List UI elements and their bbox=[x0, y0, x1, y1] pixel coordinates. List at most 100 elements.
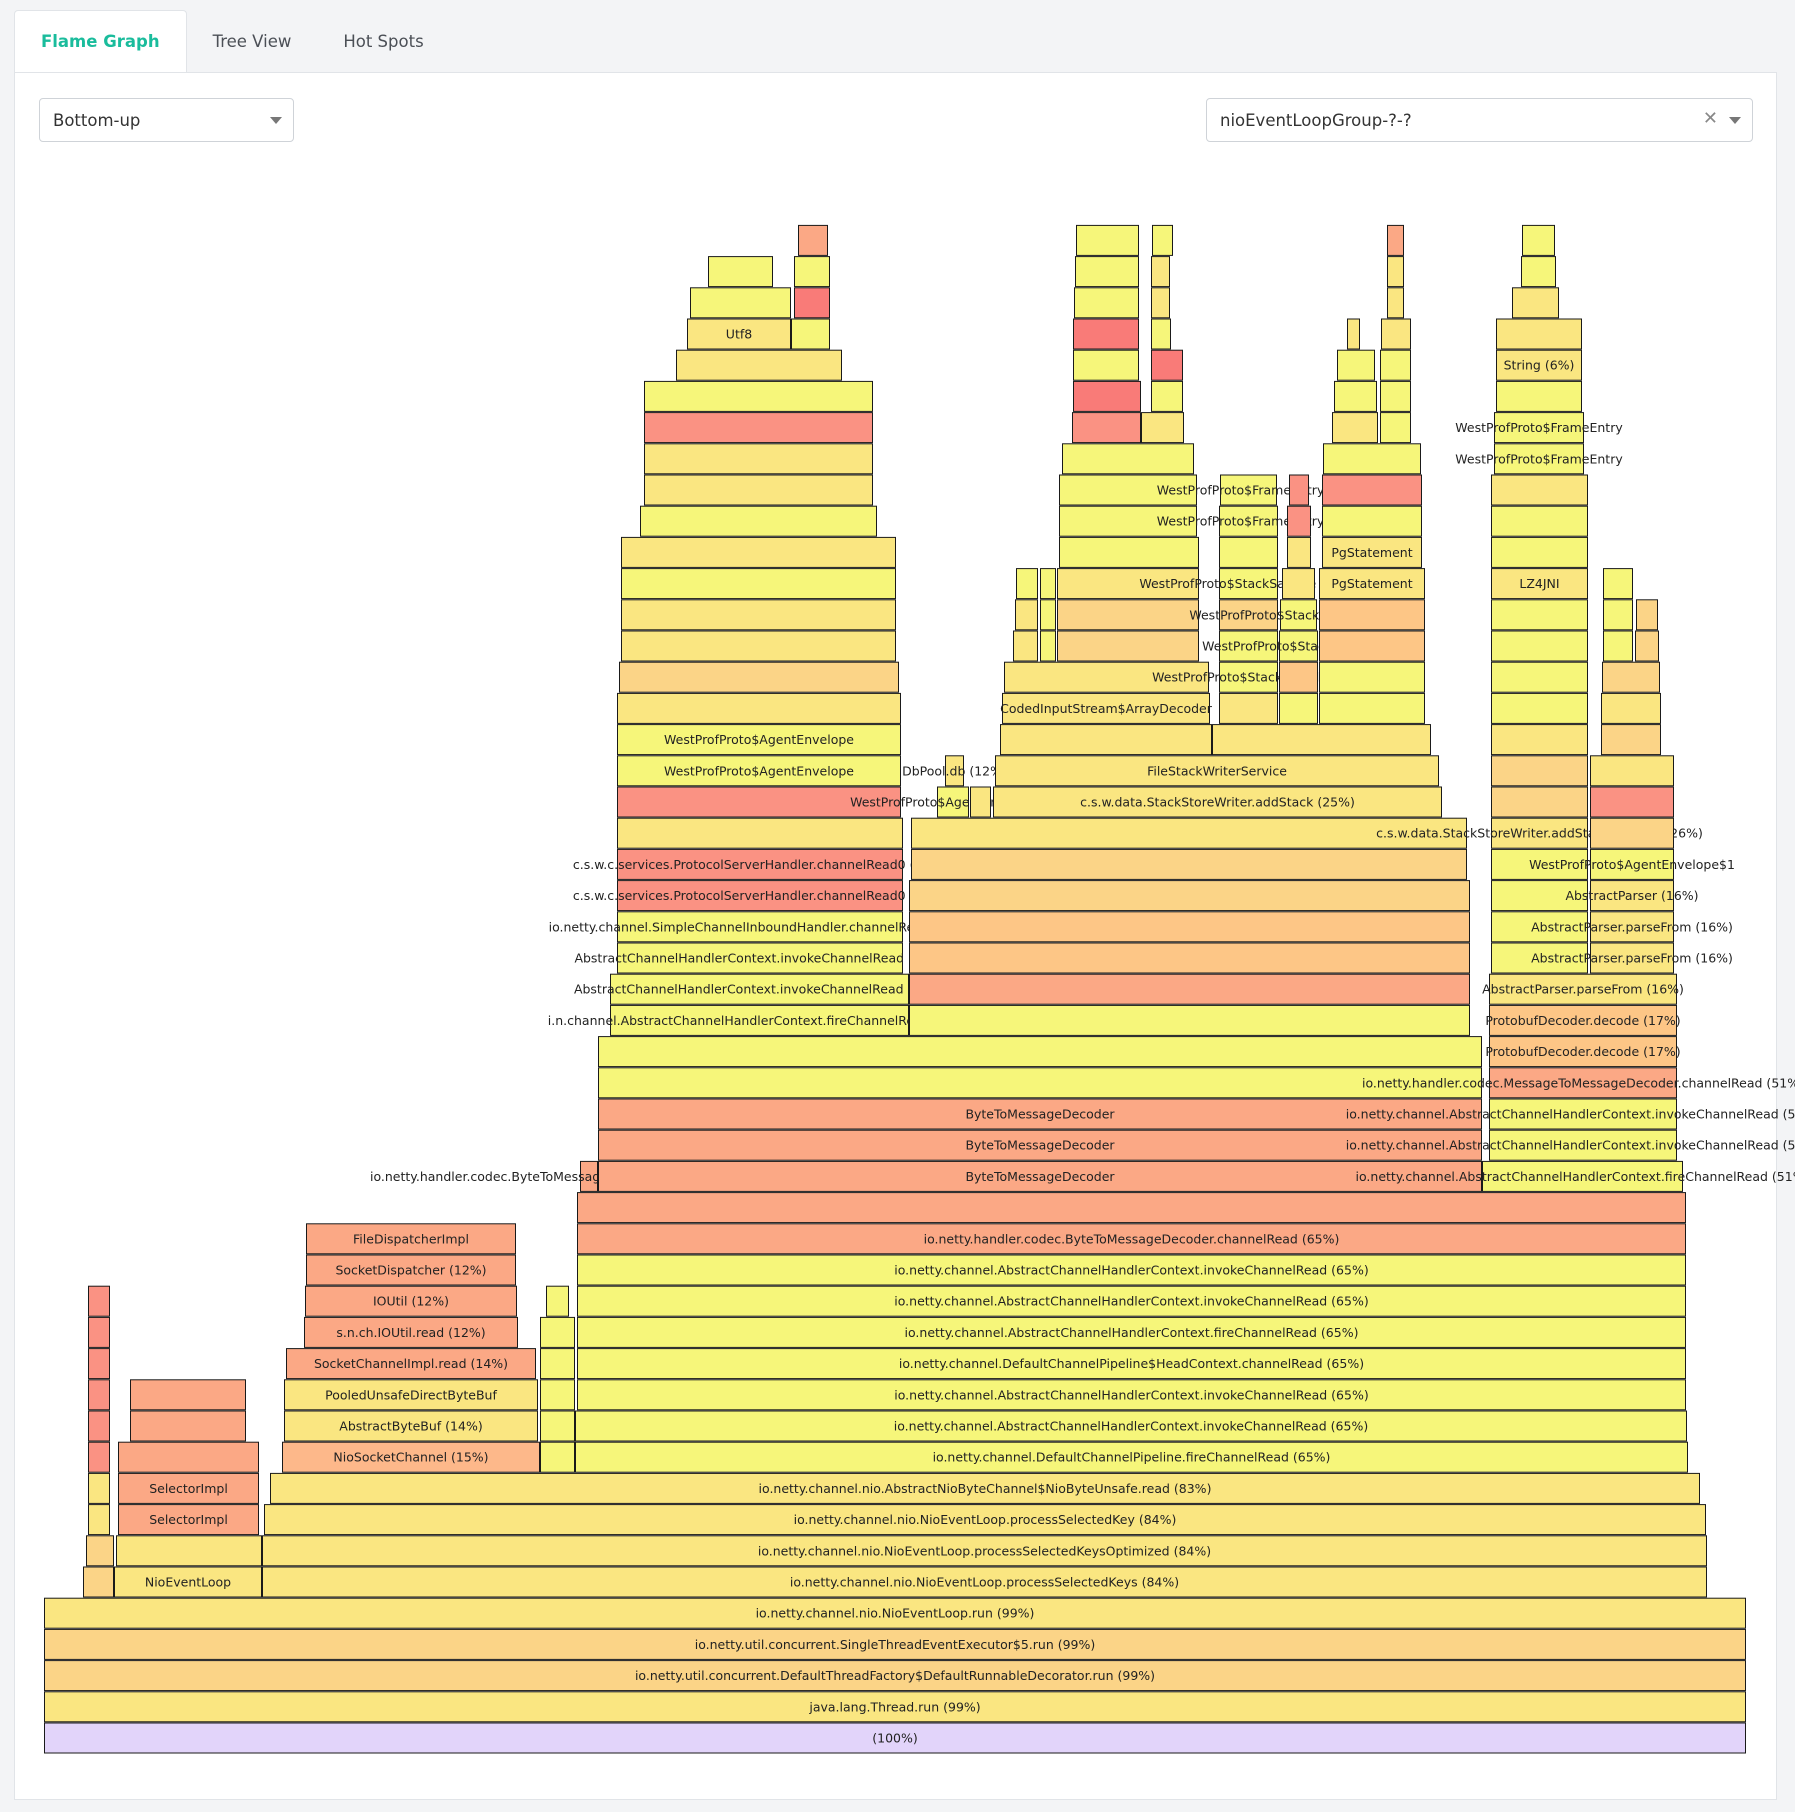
flame-frame[interactable] bbox=[1387, 256, 1404, 288]
flame-frame[interactable] bbox=[1602, 661, 1660, 693]
flame-frame[interactable] bbox=[617, 692, 901, 724]
flame-frame[interactable] bbox=[1319, 661, 1425, 693]
flame-frame[interactable] bbox=[687, 318, 791, 350]
flame-frame[interactable] bbox=[1219, 599, 1278, 631]
flame-frame[interactable] bbox=[617, 848, 903, 880]
flame-frame[interactable] bbox=[1073, 349, 1139, 381]
flame-frame[interactable] bbox=[577, 1316, 1686, 1348]
flame-frame[interactable] bbox=[621, 599, 896, 631]
flame-frame[interactable] bbox=[1381, 318, 1411, 350]
flame-frame[interactable] bbox=[1334, 380, 1377, 412]
flame-frame[interactable] bbox=[1016, 568, 1038, 600]
flame-frame[interactable] bbox=[1319, 630, 1425, 662]
flame-frame[interactable] bbox=[1057, 599, 1199, 631]
flame-frame[interactable] bbox=[1220, 474, 1277, 506]
flame-frame[interactable] bbox=[1603, 599, 1633, 631]
chevron-down-icon[interactable] bbox=[270, 117, 282, 124]
flame-frame[interactable] bbox=[540, 1348, 575, 1380]
flame-frame[interactable] bbox=[118, 1441, 259, 1473]
flame-frame[interactable] bbox=[1491, 724, 1588, 756]
tab-hot-spots[interactable]: Hot Spots bbox=[343, 31, 424, 51]
thread-filter-select[interactable]: nioEventLoopGroup-?-? ✕ bbox=[1206, 98, 1753, 142]
flame-frame[interactable] bbox=[1601, 724, 1661, 756]
flame-frame[interactable] bbox=[116, 1535, 262, 1567]
flame-frame[interactable] bbox=[44, 1628, 1746, 1660]
flame-frame[interactable] bbox=[88, 1379, 110, 1411]
flame-frame[interactable] bbox=[598, 1067, 1482, 1099]
flame-frame[interactable] bbox=[130, 1410, 246, 1442]
flame-frame[interactable] bbox=[1322, 474, 1422, 506]
flame-frame[interactable] bbox=[1059, 536, 1199, 568]
flame-frame[interactable] bbox=[305, 1285, 517, 1317]
flame-frame[interactable] bbox=[1491, 474, 1588, 506]
flame-frame[interactable] bbox=[1590, 848, 1674, 880]
flame-frame[interactable] bbox=[1073, 380, 1141, 412]
flame-frame[interactable] bbox=[1491, 942, 1588, 974]
flame-frame[interactable] bbox=[1491, 505, 1588, 537]
flame-frame[interactable] bbox=[1151, 318, 1171, 350]
flame-frame[interactable] bbox=[598, 1129, 1482, 1161]
flame-frame[interactable] bbox=[970, 786, 991, 818]
flame-frame[interactable] bbox=[610, 973, 909, 1005]
flame-frame[interactable] bbox=[1387, 287, 1404, 319]
flame-frame[interactable] bbox=[791, 318, 830, 350]
flame-frame[interactable] bbox=[1040, 630, 1056, 662]
flame-frame[interactable] bbox=[1076, 224, 1139, 256]
flame-frame[interactable] bbox=[1059, 474, 1197, 506]
flame-frame[interactable] bbox=[1151, 349, 1183, 381]
flame-frame[interactable] bbox=[598, 1036, 1482, 1068]
flame-frame[interactable] bbox=[1279, 661, 1318, 693]
flame-frame[interactable] bbox=[617, 880, 903, 912]
flame-frame[interactable] bbox=[644, 474, 873, 506]
flame-frame[interactable] bbox=[306, 1223, 516, 1255]
flame-frame[interactable] bbox=[1319, 599, 1425, 631]
flame-frame[interactable] bbox=[540, 1316, 575, 1348]
flame-frame[interactable] bbox=[577, 1192, 1686, 1224]
flame-frame[interactable] bbox=[617, 755, 901, 787]
flame-frame[interactable] bbox=[88, 1316, 110, 1348]
flame-frame[interactable] bbox=[1319, 692, 1425, 724]
flame-frame[interactable] bbox=[644, 443, 873, 475]
flame-frame[interactable] bbox=[540, 1379, 575, 1411]
flame-frame[interactable] bbox=[676, 349, 842, 381]
flame-frame[interactable] bbox=[270, 1472, 1700, 1504]
flame-frame[interactable] bbox=[44, 1660, 1746, 1692]
flame-frame[interactable] bbox=[621, 568, 896, 600]
flame-frame[interactable] bbox=[1319, 568, 1425, 600]
flame-frame[interactable] bbox=[1636, 599, 1658, 631]
flame-frame[interactable] bbox=[1387, 224, 1404, 256]
flame-frame[interactable] bbox=[1279, 630, 1318, 662]
flame-frame[interactable] bbox=[114, 1566, 262, 1598]
flame-frame[interactable] bbox=[1590, 755, 1674, 787]
flame-frame[interactable] bbox=[1489, 973, 1677, 1005]
flame-frame[interactable] bbox=[617, 817, 903, 849]
flame-frame[interactable] bbox=[1282, 568, 1315, 600]
flame-frame[interactable] bbox=[1073, 318, 1139, 350]
flame-frame[interactable] bbox=[1491, 630, 1588, 662]
flame-frame[interactable] bbox=[546, 1285, 569, 1317]
flame-frame[interactable] bbox=[937, 786, 969, 818]
clear-icon[interactable]: ✕ bbox=[1702, 108, 1718, 129]
flame-frame[interactable] bbox=[282, 1441, 540, 1473]
flame-frame[interactable] bbox=[1152, 224, 1173, 256]
flame-frame[interactable] bbox=[798, 224, 828, 256]
flame-frame[interactable] bbox=[577, 1254, 1686, 1286]
flame-frame[interactable] bbox=[619, 661, 899, 693]
flame-frame[interactable] bbox=[909, 973, 1470, 1005]
flame-frame[interactable] bbox=[264, 1504, 1706, 1536]
flame-frame[interactable] bbox=[909, 942, 1470, 974]
flame-frame[interactable] bbox=[1219, 630, 1278, 662]
flame-frame[interactable] bbox=[1219, 505, 1278, 537]
flame-frame[interactable] bbox=[1489, 1129, 1677, 1161]
flame-frame[interactable] bbox=[1491, 817, 1588, 849]
flame-frame[interactable] bbox=[577, 1348, 1686, 1380]
flame-frame[interactable] bbox=[540, 1410, 575, 1442]
flame-frame[interactable] bbox=[1059, 505, 1197, 537]
flame-frame[interactable] bbox=[1322, 505, 1422, 537]
flame-frame[interactable] bbox=[1603, 568, 1633, 600]
flame-frame[interactable] bbox=[909, 911, 1470, 943]
flame-frame[interactable] bbox=[577, 1223, 1686, 1255]
flame-frame[interactable] bbox=[86, 1535, 114, 1567]
flame-frame[interactable] bbox=[1491, 661, 1588, 693]
flame-frame[interactable] bbox=[88, 1410, 110, 1442]
